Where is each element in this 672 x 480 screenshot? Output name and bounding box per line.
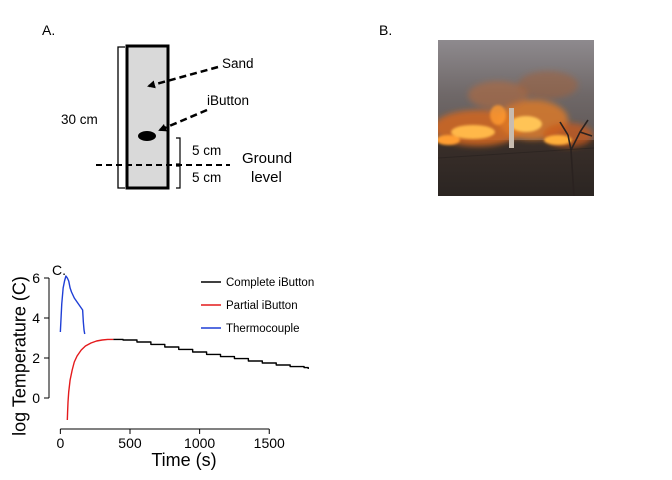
ground-label-line1: Ground	[242, 150, 293, 167]
y-tick-label: 4	[32, 310, 40, 326]
y-tick-label: 0	[32, 390, 40, 406]
chart-legend: Complete iButton Partial iButton Thermocou…	[201, 277, 314, 335]
chart-series	[59, 275, 309, 421]
series-line-complete-ibutton	[113, 338, 309, 369]
x-tick-label: 500	[118, 435, 142, 451]
x-tick-label: 0	[56, 435, 64, 451]
y-tick-label: 2	[32, 350, 40, 366]
depth-above-label: 5 cm	[192, 143, 222, 158]
height-bracket	[117, 46, 125, 189]
depth-below-label: 5 cm	[192, 170, 222, 185]
sand-arrow	[147, 65, 219, 89]
ibutton-disc	[138, 131, 156, 141]
ibutton-label: iButton	[207, 93, 250, 108]
legend-label-thermocouple: Thermocouple	[226, 323, 300, 335]
x-axis-title: Time (s)	[151, 450, 217, 470]
height-label: 30 cm	[61, 112, 98, 127]
x-tick-label: 1000	[184, 435, 215, 451]
fire-photo-art	[438, 40, 594, 196]
legend-label-partial-ibutton: Partial iButton	[226, 300, 298, 312]
sand-label: Sand	[222, 56, 254, 71]
ground-level-label: Ground level	[242, 149, 292, 187]
panel-a-label: A.	[42, 22, 56, 38]
fire-photo	[438, 40, 594, 196]
y-tick-label: 6	[32, 270, 40, 286]
series-line-partial-ibutton	[66, 338, 114, 421]
legend-label-complete-ibutton: Complete iButton	[226, 277, 314, 289]
panel-c-label: C.	[52, 262, 66, 278]
ground-label-line2: level	[251, 169, 282, 186]
panel-b-label: B.	[379, 22, 393, 38]
y-axis-title: log Temperature (C)	[9, 276, 30, 436]
depth-below-bracket	[176, 165, 181, 189]
ibutton-arrow	[158, 108, 208, 132]
depth-above-bracket	[176, 137, 181, 165]
x-tick-label: 1500	[254, 435, 285, 451]
chart-axes: 0 500 1000 1500 0 2 4 6	[32, 270, 285, 451]
series-line-thermocouple	[59, 275, 86, 335]
